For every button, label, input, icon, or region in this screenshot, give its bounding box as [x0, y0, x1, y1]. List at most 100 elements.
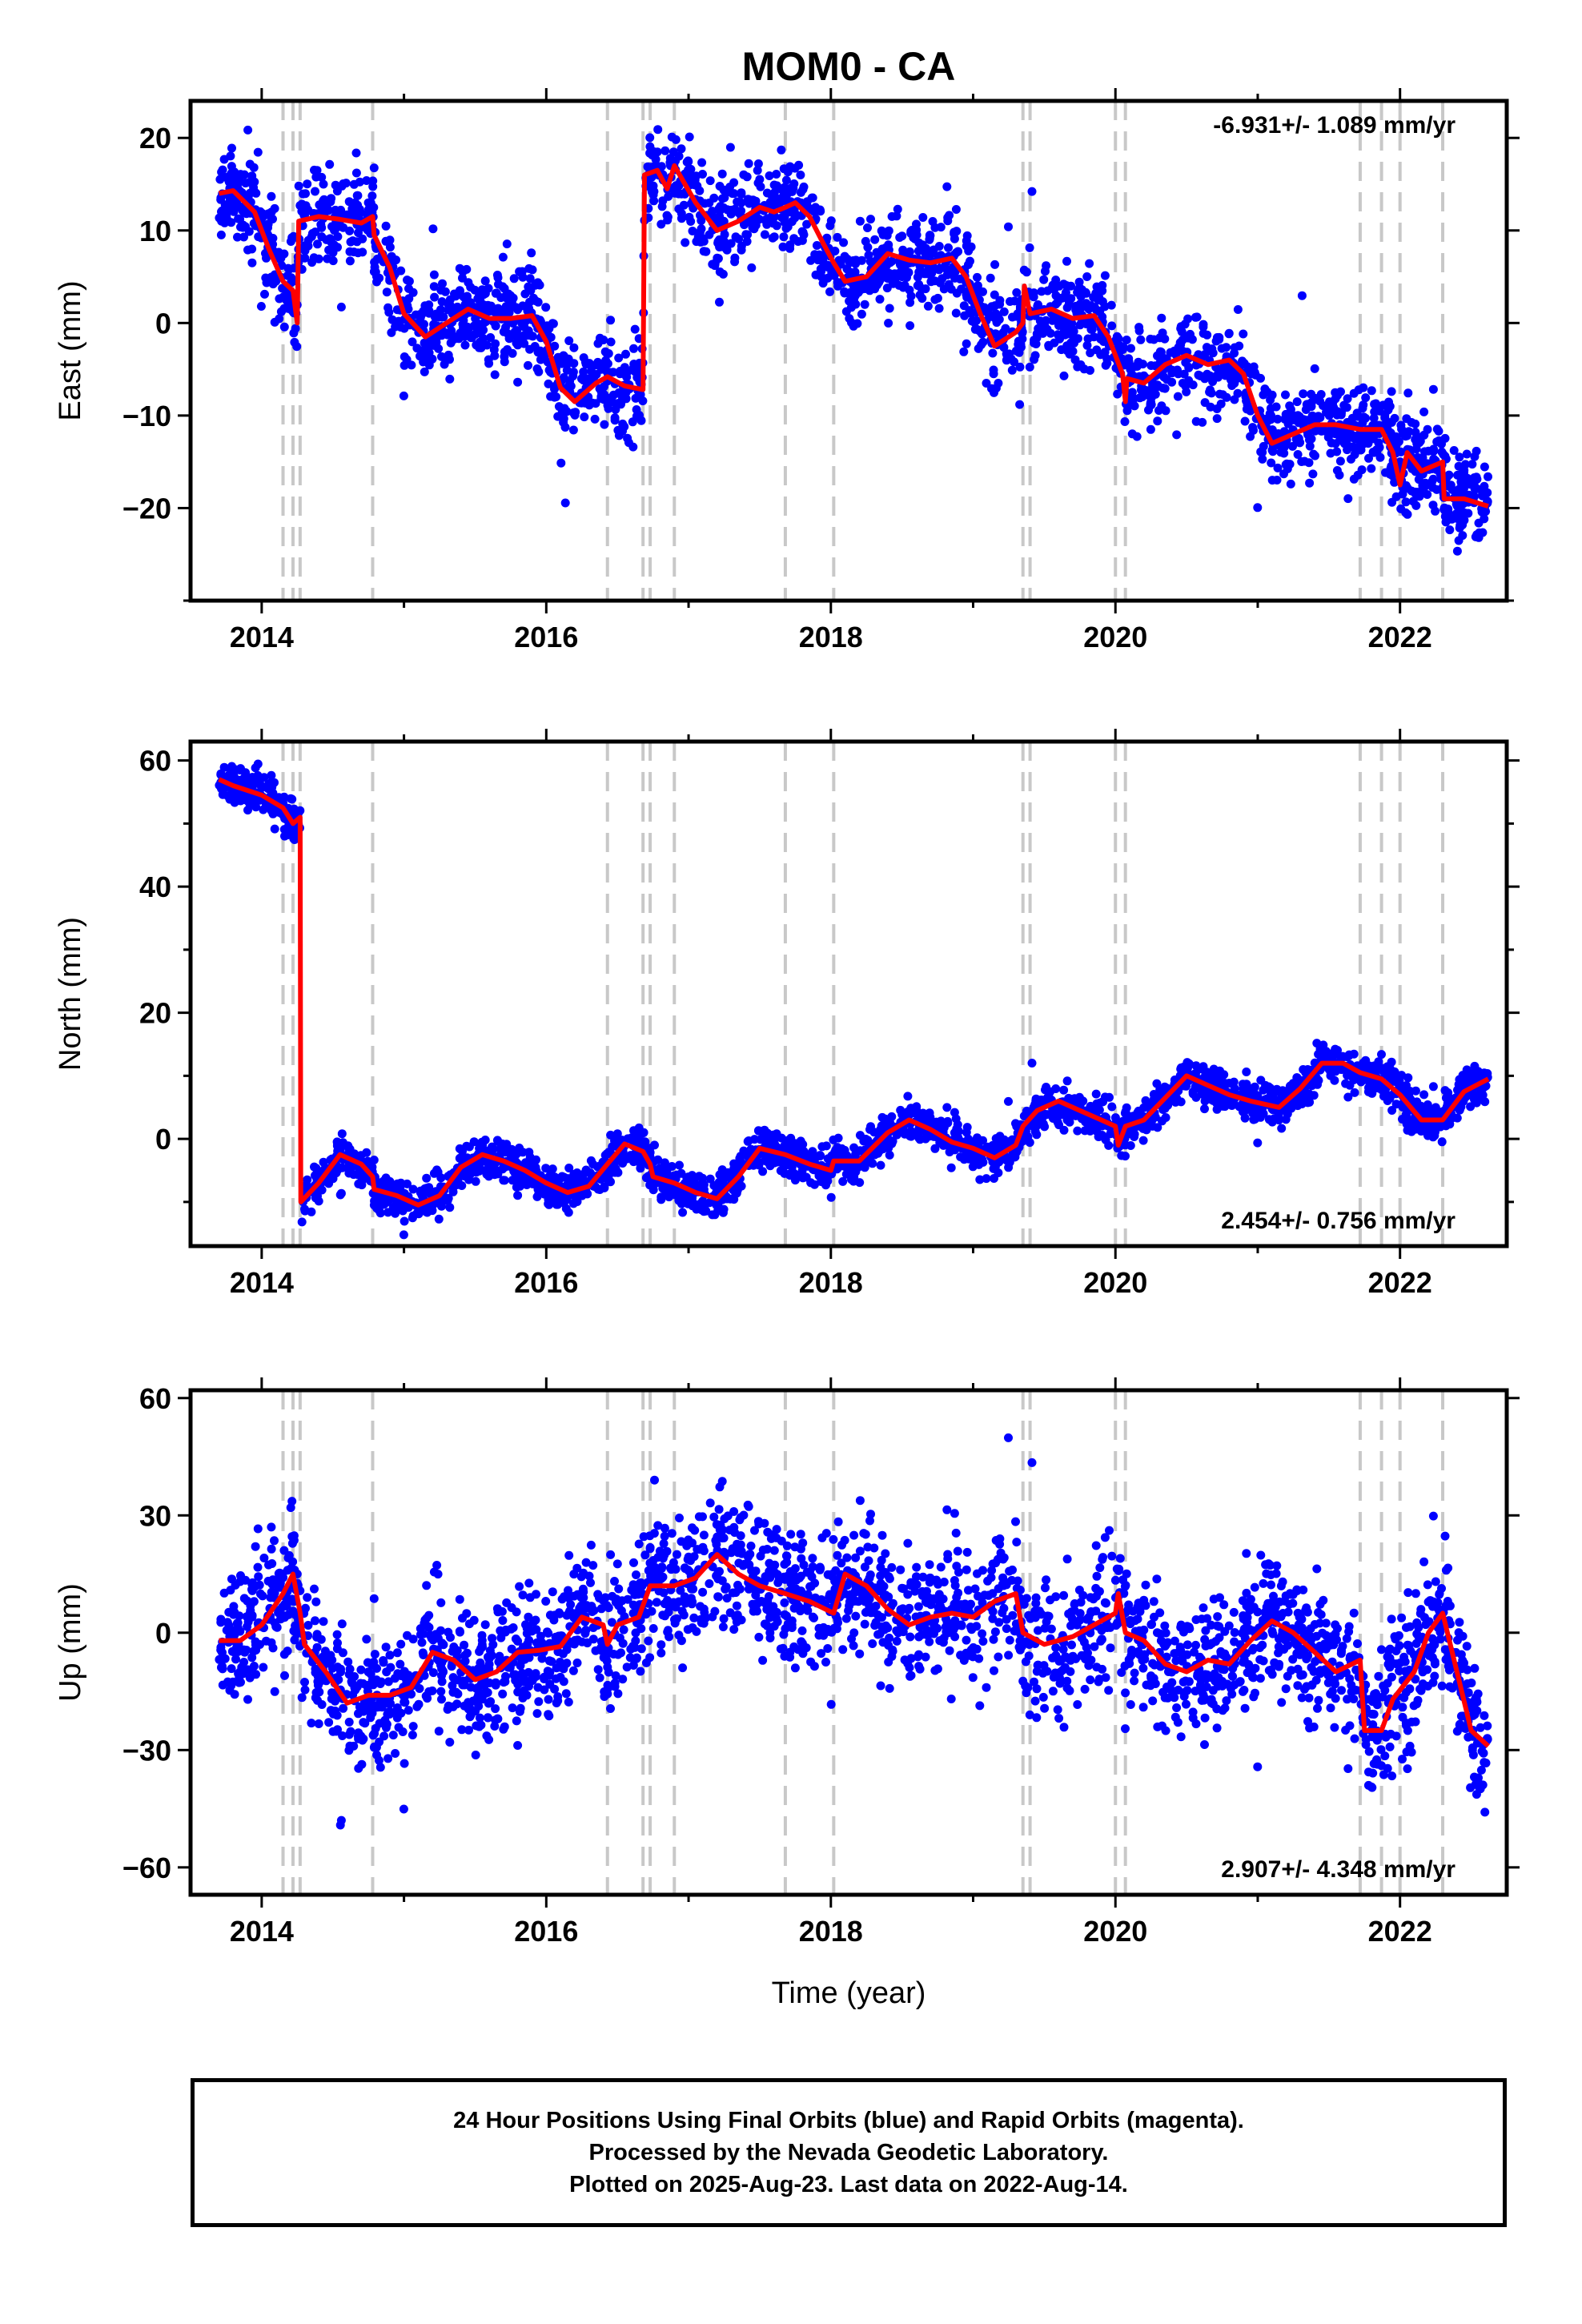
- east-data-point: [1387, 387, 1396, 396]
- east-data-point: [569, 343, 579, 352]
- east-data-point: [600, 420, 609, 429]
- east-data-point: [283, 271, 292, 280]
- east-data-point: [960, 311, 970, 320]
- east-data-point: [525, 274, 535, 283]
- east-data-point: [253, 147, 263, 157]
- east-data-point: [345, 247, 355, 256]
- east-data-point: [391, 255, 401, 265]
- east-data-point: [1114, 340, 1124, 350]
- east-data-point: [816, 207, 825, 216]
- east-data-point: [679, 200, 689, 210]
- east-data-point: [1062, 346, 1072, 356]
- east-data-point: [790, 163, 800, 173]
- east-data-point: [1212, 414, 1222, 424]
- east-data-point: [520, 289, 530, 299]
- east-data-point: [1259, 390, 1268, 400]
- east-velocity-label: -6.931+/- 1.089 mm/yr: [1213, 112, 1456, 139]
- east-data-point: [1022, 267, 1031, 277]
- east-data-point: [915, 290, 925, 300]
- east-data-point: [484, 359, 494, 368]
- east-data-point: [1293, 450, 1303, 459]
- east-data-point: [857, 309, 866, 319]
- east-data-point: [239, 220, 248, 230]
- east-data-point: [218, 206, 227, 215]
- east-data-point: [399, 391, 408, 400]
- east-data-point: [808, 193, 817, 203]
- east-data-point: [653, 125, 663, 135]
- east-data-point: [885, 304, 894, 313]
- north-data-point: [313, 1192, 322, 1201]
- north-data-point: [758, 1167, 768, 1176]
- east-data-point: [460, 340, 470, 350]
- east-data-point: [1100, 271, 1110, 280]
- east-y-tick-label: 0: [155, 307, 171, 340]
- east-data-point: [990, 259, 1000, 269]
- east-data-point: [524, 263, 534, 273]
- east-data-point: [906, 228, 916, 238]
- east-data-point: [1044, 342, 1054, 352]
- east-data-point: [243, 125, 253, 135]
- north-data-point: [290, 835, 299, 844]
- east-data-point: [1449, 446, 1459, 455]
- east-data-point: [1059, 279, 1069, 289]
- east-data-point: [950, 273, 960, 283]
- east-data-point: [313, 239, 322, 249]
- north-data-point: [412, 1208, 422, 1218]
- east-data-point: [1258, 454, 1267, 464]
- north-data-point: [345, 1168, 355, 1177]
- east-data-point: [978, 287, 987, 296]
- east-data-point: [1212, 333, 1222, 342]
- east-data-point: [475, 291, 484, 300]
- east-data-point: [833, 232, 842, 242]
- east-data-point: [498, 252, 508, 262]
- east-data-point: [1292, 397, 1302, 407]
- east-data-point: [1060, 330, 1070, 340]
- east-data-point: [699, 236, 709, 246]
- east-data-point: [230, 167, 239, 177]
- north-data-point: [1238, 1080, 1247, 1089]
- east-data-point: [936, 223, 946, 232]
- east-data-point: [437, 352, 446, 361]
- east-data-point: [1419, 447, 1429, 456]
- east-data-point: [978, 329, 987, 339]
- north-data-point: [653, 1155, 663, 1164]
- east-data-point: [369, 163, 379, 173]
- north-data-point: [1259, 1109, 1268, 1119]
- north-data-point: [698, 1173, 707, 1183]
- east-data-point: [1349, 388, 1359, 398]
- east-data-point: [436, 305, 445, 315]
- east-data-point: [1343, 445, 1352, 455]
- east-data-point: [715, 297, 724, 307]
- east-data-point: [1001, 324, 1010, 333]
- east-data-point: [239, 232, 248, 242]
- east-data-point: [751, 213, 761, 223]
- east-data-point: [528, 293, 538, 303]
- east-data-point: [912, 219, 921, 229]
- east-data-points: [215, 125, 1492, 556]
- east-data-point: [487, 301, 496, 311]
- east-data-point: [311, 227, 320, 237]
- east-x-tick-label: 2016: [514, 621, 578, 653]
- north-data-point: [1059, 1125, 1069, 1135]
- north-data-point: [1199, 1062, 1208, 1072]
- east-data-point: [1012, 287, 1022, 297]
- east-data-point: [737, 198, 746, 207]
- east-data-point: [494, 308, 504, 318]
- east-data-point: [1329, 403, 1339, 412]
- east-data-point: [941, 263, 950, 273]
- east-data-point: [224, 176, 234, 186]
- east-data-point: [616, 400, 625, 409]
- east-data-point: [1357, 465, 1367, 475]
- east-data-point: [893, 204, 902, 214]
- east-data-point: [1126, 344, 1135, 353]
- east-data-point: [336, 302, 346, 312]
- east-data-point: [863, 243, 873, 252]
- north-data-point: [550, 1195, 560, 1204]
- east-data-point: [250, 177, 259, 187]
- east-data-point: [866, 281, 876, 291]
- east-data-point: [944, 279, 954, 289]
- east-data-point: [875, 295, 885, 304]
- east-data-point: [730, 253, 740, 263]
- east-data-point: [716, 202, 725, 211]
- north-data-point: [999, 1135, 1009, 1144]
